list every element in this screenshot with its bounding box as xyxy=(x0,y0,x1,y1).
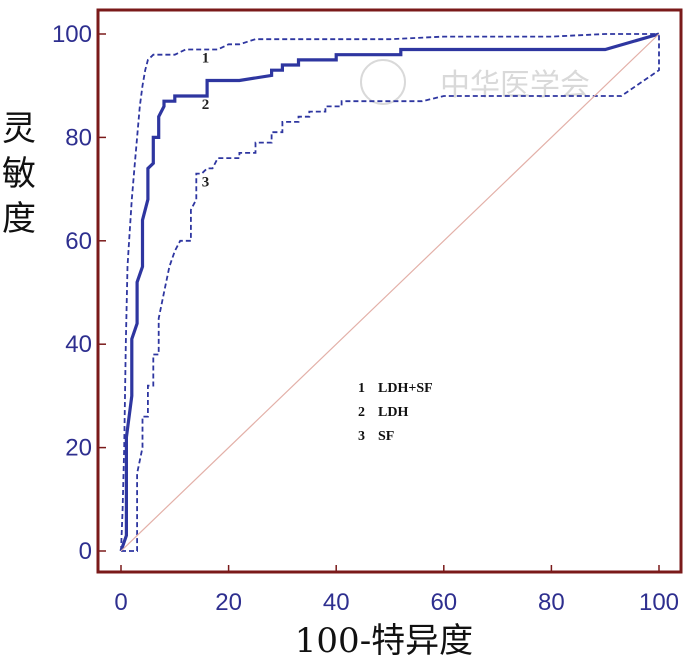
y-axis-label: 灵 敏 度 xyxy=(2,109,36,239)
x-axis-ticks: 0 20 40 60 80 100 xyxy=(114,565,679,616)
legend-num-3: 3 xyxy=(358,429,365,444)
x-tick-label: 80 xyxy=(538,589,565,616)
x-axis-label: 100-特异度 xyxy=(295,621,473,661)
x-tick-label: 40 xyxy=(323,589,350,616)
curve-label-1: 1 xyxy=(202,50,210,66)
x-tick-label: 20 xyxy=(215,589,242,616)
y-tick-label: 20 xyxy=(65,435,92,462)
y-tick-label: 60 xyxy=(65,228,92,255)
legend-label-1: LDH+SF xyxy=(378,381,433,396)
y-tick-label: 100 xyxy=(52,21,92,48)
watermark: 中华医学会 xyxy=(360,59,590,105)
y-tick-label: 0 xyxy=(79,538,92,565)
series-layer xyxy=(119,32,660,552)
reference-diagonal-line xyxy=(120,33,660,552)
legend-label-3: SF xyxy=(378,429,394,444)
watermark-seal xyxy=(360,59,406,105)
y-axis-ticks: 0 20 40 60 80 100 xyxy=(52,21,106,565)
y-axis-label-char-3: 度 xyxy=(2,199,36,239)
x-tick-label: 60 xyxy=(430,589,457,616)
legend: 1 LDH+SF 2 LDH 3 SF xyxy=(358,381,433,444)
plot-frame xyxy=(96,8,683,574)
curve-labels: 1 2 3 xyxy=(202,50,210,190)
watermark-text: 中华医学会 xyxy=(440,68,590,103)
series-line-3 xyxy=(121,34,660,552)
y-tick-label: 40 xyxy=(65,331,92,358)
curve-label-3: 3 xyxy=(202,174,210,190)
x-tick-label: 100 xyxy=(639,589,679,616)
x-tick-label: 0 xyxy=(114,589,127,616)
y-tick-label: 80 xyxy=(65,124,92,151)
curve-label-2: 2 xyxy=(202,97,210,113)
legend-label-2: LDH xyxy=(378,405,408,420)
legend-num-2: 2 xyxy=(358,405,365,420)
legend-num-1: 1 xyxy=(358,381,365,396)
series-line-1 xyxy=(120,33,659,552)
y-axis-label-char-1: 灵 xyxy=(2,109,36,149)
series-line-2 xyxy=(119,32,660,552)
y-axis-label-char-2: 敏 xyxy=(2,154,36,194)
